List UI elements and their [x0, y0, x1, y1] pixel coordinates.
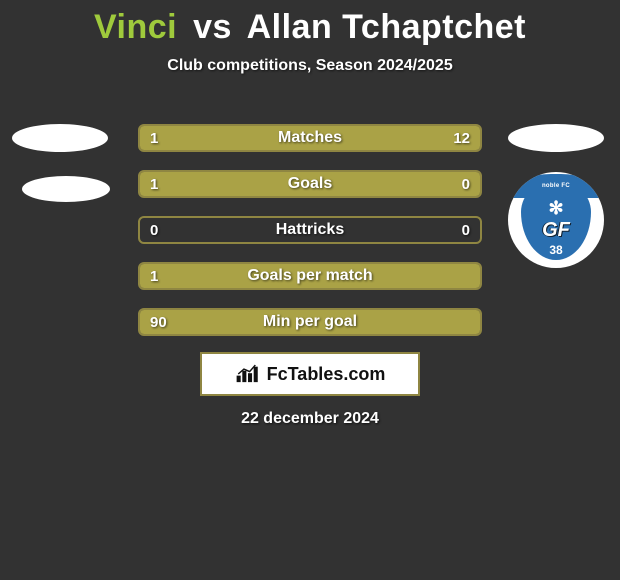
club-logo-circle: noble FC ✻ GF 38 — [508, 172, 604, 268]
stat-label: Matches — [140, 126, 480, 150]
footer-logo-text: FcTables.com — [267, 364, 386, 385]
club-badge-left — [12, 118, 112, 218]
bar-chart-icon — [235, 363, 261, 385]
club-shadow-ellipse — [12, 124, 108, 152]
comparison-title: Vinci vs Allan Tchaptchet — [0, 0, 620, 47]
stat-bar-row: 90Min per goal — [138, 308, 482, 336]
stat-label: Min per goal — [140, 310, 480, 334]
stats-bars-container: 112Matches 10Goals 00Hattricks 1Goals per m… — [138, 124, 482, 354]
player1-name: Vinci — [94, 8, 177, 46]
club-shadow-ellipse — [508, 124, 604, 152]
club-number: 38 — [549, 243, 562, 257]
stat-bar-row: 10Goals — [138, 170, 482, 198]
stat-bar-row: 1Goals per match — [138, 262, 482, 290]
footer-date: 22 december 2024 — [0, 410, 620, 428]
stat-label: Goals — [140, 172, 480, 196]
stat-label: Hattricks — [140, 218, 480, 242]
player2-name: Allan Tchaptchet — [247, 8, 526, 46]
club-shadow-ellipse — [22, 176, 110, 202]
stat-bar-row: 00Hattricks — [138, 216, 482, 244]
vs-text: vs — [193, 8, 232, 46]
club-initials: GF — [542, 219, 570, 242]
stat-label: Goals per match — [140, 264, 480, 288]
snowflake-icon: ✻ — [548, 199, 563, 217]
footer-logo-box: FcTables.com — [200, 352, 420, 396]
club-logo-shield: noble FC ✻ GF 38 — [521, 180, 591, 260]
stat-bar-row: 112Matches — [138, 124, 482, 152]
club-label-top: noble FC — [542, 183, 570, 189]
club-badge-right: noble FC ✻ GF 38 — [508, 118, 608, 218]
subtitle-text: Club competitions, Season 2024/2025 — [0, 57, 620, 75]
